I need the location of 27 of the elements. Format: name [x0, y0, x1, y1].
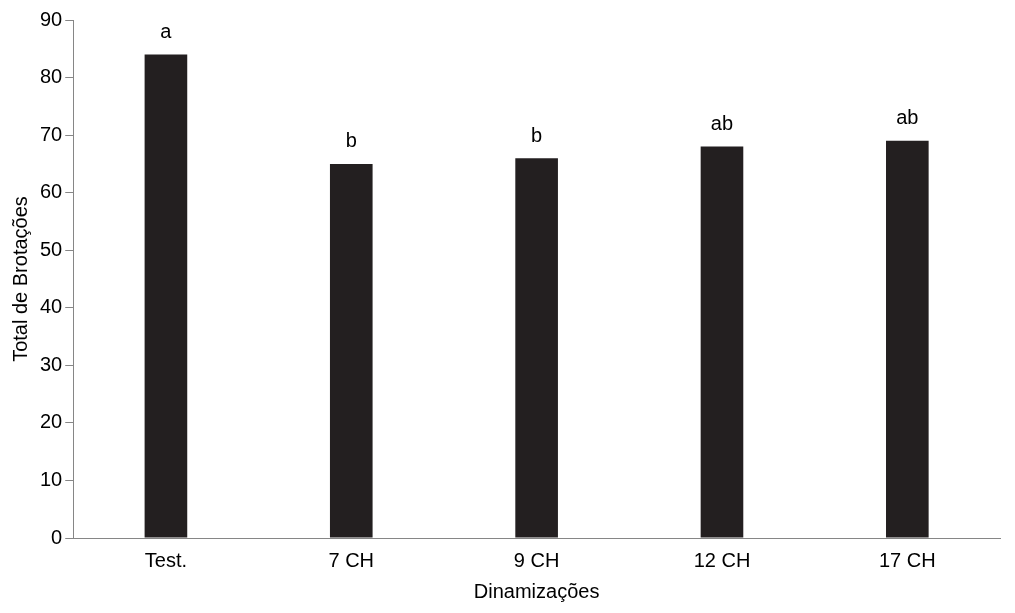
x-tick-label: 7 CH — [328, 548, 375, 571]
y-tick-label: 90 — [40, 7, 63, 30]
bar — [144, 54, 188, 538]
y-tick-label: 20 — [40, 410, 63, 433]
bar — [700, 146, 744, 538]
x-tick-label: 9 CH — [513, 548, 560, 571]
y-axis-title: Total de Brotações — [8, 196, 31, 362]
annotation: b — [345, 129, 357, 152]
bar — [329, 163, 373, 538]
x-axis-title: Dinamizações — [473, 579, 600, 602]
y-tick-label: 40 — [40, 295, 63, 318]
bar — [515, 158, 558, 538]
y-tick-label: 50 — [40, 237, 63, 260]
annotation: ab — [896, 106, 919, 129]
y-tick-label: 80 — [40, 65, 63, 88]
y-tick-label: 0 — [51, 525, 63, 548]
y-tick-label: 30 — [40, 352, 63, 375]
x-tick-label: 17 CH — [878, 548, 936, 571]
y-tick-label: 10 — [40, 467, 63, 490]
x-tick-label: 12 CH — [693, 548, 751, 571]
annotation: a — [160, 20, 173, 43]
y-tick-label: 70 — [40, 122, 63, 145]
y-tick-label: 60 — [40, 180, 63, 203]
x-tick-label: Test. — [144, 548, 188, 571]
annotation: b — [531, 123, 543, 146]
annotation: ab — [710, 112, 734, 135]
bar — [886, 140, 929, 538]
